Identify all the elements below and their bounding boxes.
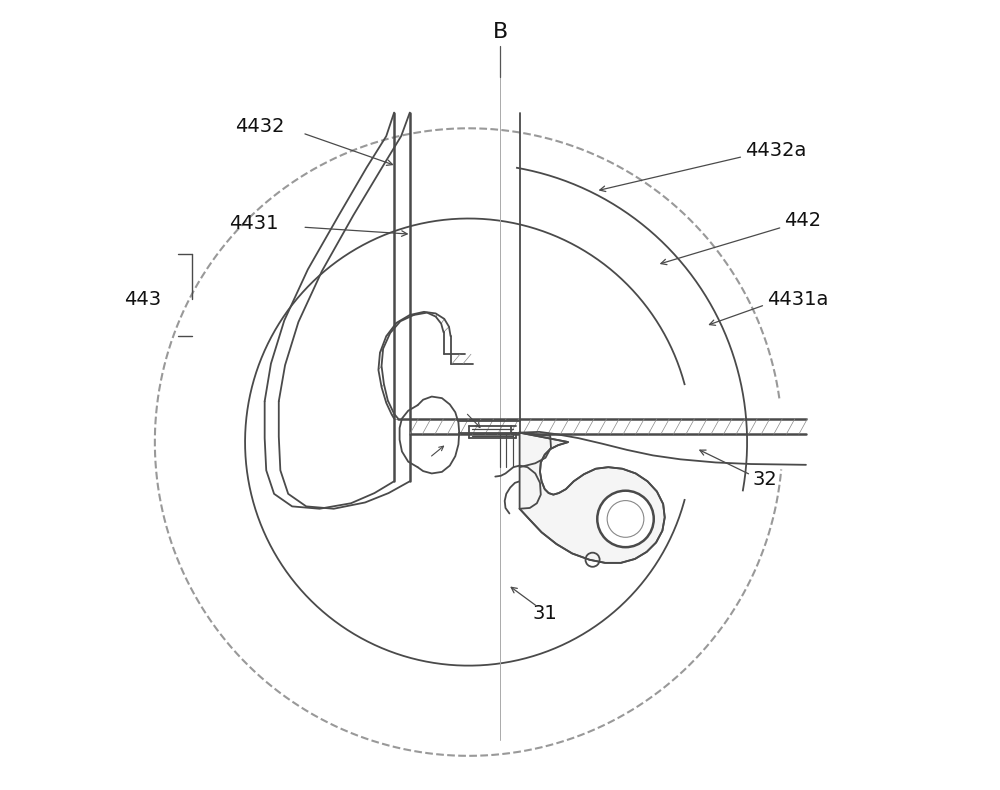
Circle shape bbox=[597, 491, 654, 547]
Text: 4432a: 4432a bbox=[745, 141, 806, 160]
Text: 442: 442 bbox=[784, 212, 821, 231]
Text: B: B bbox=[492, 22, 508, 42]
Text: 4432: 4432 bbox=[235, 117, 284, 136]
Text: 4431: 4431 bbox=[229, 215, 279, 234]
Polygon shape bbox=[520, 433, 665, 562]
Text: 443: 443 bbox=[125, 290, 162, 309]
Text: 31: 31 bbox=[533, 604, 558, 623]
Text: 4431a: 4431a bbox=[767, 290, 828, 309]
Text: 32: 32 bbox=[753, 470, 777, 489]
